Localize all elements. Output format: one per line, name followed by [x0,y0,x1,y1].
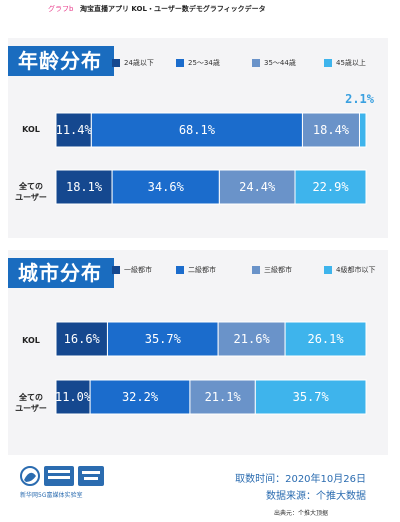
chart-tag: グラフb [48,5,74,13]
city-legend-item: 4級都市以下 [324,265,375,275]
city-legend-swatch [176,266,184,274]
city-legend-label: 二級都市 [188,266,216,274]
city-data-label: 32.2% [122,390,159,404]
page-title: 淘宝直播アプリ KOL・ユーザー数デモグラフィックデータ [80,5,266,13]
city-data-label: 21.6% [234,332,271,346]
age-data-label: 22.9% [312,180,349,194]
city-legend-swatch [252,266,260,274]
city-data-label: 11.0% [55,390,92,404]
age-legend-swatch [176,59,184,67]
source-note: 出典元：个推大顶据 [273,510,328,517]
city-legend-item: 二級都市 [176,265,216,275]
city-bar-segment [55,321,108,357]
city-legend-item: 一級都市 [112,265,152,275]
data-time: 取数时间：2020年10月26日 [235,474,366,485]
age-legend-swatch [112,59,120,67]
city-data-label: 26.1% [307,332,344,346]
age-data-label: 24.4% [239,180,276,194]
city-legend-swatch [324,266,332,274]
city-legend-label: 一級都市 [124,266,152,274]
city-bar-segment [189,379,256,415]
age-bar-segment [55,169,113,205]
age-data-label: 34.6% [148,180,185,194]
city-legend-label: 三級都市 [264,266,292,274]
logo [18,462,108,494]
age-row-label-all-users: 全ての ユーザー [15,182,47,202]
age-legend-item: 45歳以上 [324,58,366,68]
age-legend-label: 24歳以下 [124,59,154,67]
age-data-label: 18.1% [66,180,103,194]
age-bar-segment [294,169,367,205]
city-bar-segment [217,321,286,357]
city-data-label: 35.7% [293,390,330,404]
city-legend-label: 4級都市以下 [336,266,376,274]
age-data-label: 68.1% [179,123,216,137]
city-data-label: 21.1% [205,390,242,404]
city-legend: 一級都市 二級都市 三級都市 4級都市以下 [112,265,382,277]
age-legend-item: 25～34歳 [176,58,220,68]
city-row-label-all-users: 全ての ユーザー [15,393,47,413]
logo-text: 新华网5G富媒体实验室 [20,492,83,499]
age-bar-segment [218,169,296,205]
age-bar-segment [90,112,303,148]
city-section-title: 城市分布 [8,258,114,288]
city-data-label: 16.6% [64,332,101,346]
age-bar-segment [55,112,92,148]
age-data-label: 11.4% [56,123,93,137]
age-legend-label: 45歳以上 [336,59,366,67]
age-legend-item: 35～44歳 [252,58,296,68]
age-legend-swatch [252,59,260,67]
age-data-label: 18.4% [313,123,350,137]
age-row-label-kol: KOL [22,125,40,134]
age-data-label: 2.1% [345,92,375,106]
age-legend: 24歳以下 25～34歳 35～44歳 45歳以上 [112,58,382,70]
city-row-label-kol: KOL [22,336,40,345]
age-legend-label: 25～34歳 [188,59,220,67]
city-legend-item: 三級都市 [252,265,292,275]
city-bar-segment [89,379,191,415]
city-data-label: 35.7% [145,332,182,346]
city-bar-segment [284,321,367,357]
age-legend-label: 35～44歳 [264,59,296,67]
age-legend-swatch [324,59,332,67]
logo-mark-icon [20,466,104,486]
age-bar-segment [358,112,367,148]
city-legend-swatch [112,266,120,274]
age-legend-item: 24歳以下 [112,58,154,68]
data-source: 数据来源：个推大数据 [266,491,366,502]
age-section-title: 年龄分布 [8,46,114,76]
age-bar-segment [301,112,360,148]
city-bar-segment [55,379,91,415]
city-bar-segment [254,379,367,415]
